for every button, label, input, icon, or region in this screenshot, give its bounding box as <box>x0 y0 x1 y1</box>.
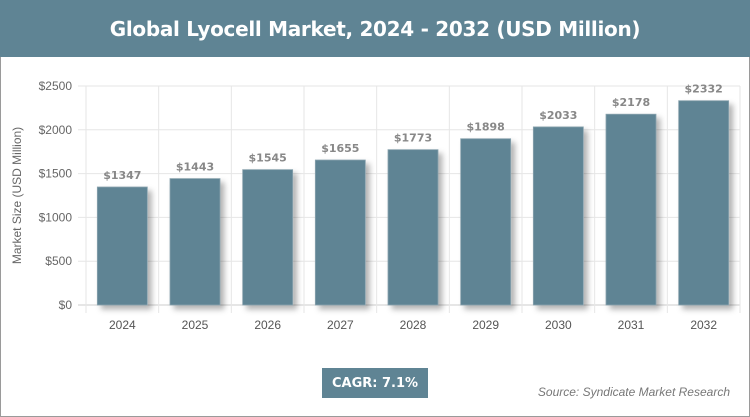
x-tick-label: 2032 <box>690 318 717 332</box>
bar <box>605 113 657 306</box>
y-tick-label: $1000 <box>39 210 73 224</box>
data-label: $2178 <box>612 96 650 109</box>
data-label: $1773 <box>394 132 432 145</box>
x-tick-label: 2031 <box>618 318 645 332</box>
x-tick-label: 2026 <box>254 318 281 332</box>
y-tick-label: $0 <box>59 298 73 312</box>
bar <box>678 100 730 306</box>
bar <box>242 169 294 306</box>
source-note: Source: Syndicate Market Research <box>537 385 730 399</box>
x-tick-label: 2029 <box>472 318 499 332</box>
bar <box>460 138 512 306</box>
y-tick-label: $500 <box>45 254 72 268</box>
data-label: $1898 <box>467 121 505 134</box>
bar <box>532 126 584 306</box>
data-label: $2033 <box>539 109 577 122</box>
x-tick-label: 2030 <box>545 318 572 332</box>
data-label: $2332 <box>685 83 723 96</box>
bar <box>169 178 221 306</box>
x-tick-label: 2024 <box>109 318 136 332</box>
data-label: $1443 <box>176 161 214 174</box>
x-tick-label: 2025 <box>182 318 209 332</box>
data-label: $1545 <box>249 152 287 165</box>
data-label: $1655 <box>321 142 359 155</box>
y-tick-label: $2000 <box>39 123 73 137</box>
y-tick-label: $2500 <box>39 79 73 93</box>
chart-title: Global Lyocell Market, 2024 - 2032 (USD … <box>0 0 750 57</box>
cagr-badge: CAGR: 7.1% <box>322 368 428 398</box>
x-tick-label: 2028 <box>400 318 427 332</box>
y-axis-label: Market Size (USD Million) <box>10 127 24 264</box>
data-label: $1347 <box>103 169 141 182</box>
x-tick-label: 2027 <box>327 318 354 332</box>
bar <box>96 186 148 306</box>
bar <box>314 159 366 306</box>
y-tick-label: $1500 <box>39 167 73 181</box>
bar <box>387 149 439 306</box>
